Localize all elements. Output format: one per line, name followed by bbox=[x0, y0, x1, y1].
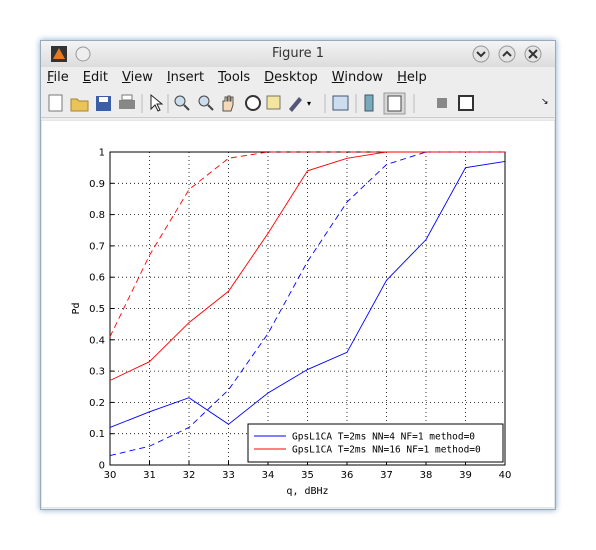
figure-window: Figure 1 File Edit View Insert Tools Desktop W… bbox=[40, 40, 556, 510]
y-tick-label: 0.1 bbox=[89, 429, 105, 440]
x-tick-label: 35 bbox=[301, 470, 314, 481]
data-line bbox=[109, 151, 505, 457]
menu-item[interactable]: Insert bbox=[166, 70, 205, 85]
menu-item[interactable]: File bbox=[47, 70, 69, 85]
y-tick-label: 0.6 bbox=[89, 273, 105, 284]
menu-item[interactable]: Edit bbox=[82, 70, 108, 85]
menu-bar: File Edit View Insert Tools Desktop Window Help bbox=[41, 67, 555, 89]
menu-item[interactable]: View bbox=[121, 70, 153, 85]
x-tick-label: 34 bbox=[262, 470, 275, 481]
y-tick-label: 0 bbox=[99, 461, 105, 472]
x-tick-label: 33 bbox=[222, 470, 235, 481]
app-icon bbox=[51, 46, 67, 62]
x-tick-label: 37 bbox=[380, 470, 393, 481]
data-line bbox=[109, 151, 505, 337]
x-tick-label: 31 bbox=[143, 470, 156, 481]
window-title: Figure 1 bbox=[271, 46, 325, 61]
x-tick-label: 39 bbox=[459, 470, 472, 481]
legend-box bbox=[247, 423, 504, 463]
y-tick-label: 0.9 bbox=[89, 179, 105, 190]
figure: 30 31 32 33 34 35 36 37 38 39 40 0 0.1 0.2 0.3 0.4 0.5 0.… bbox=[41, 120, 555, 508]
toolbar: ▾ ↘ bbox=[41, 89, 555, 118]
axes-box bbox=[109, 151, 506, 466]
toolbar-icons[interactable]: ▾ ↘ bbox=[41, 89, 555, 117]
y-tick-label: 1 bbox=[99, 148, 105, 159]
y-tick-label: 0.7 bbox=[89, 241, 105, 252]
svg-text:▾: ▾ bbox=[307, 99, 311, 108]
y-axis-label: Pd bbox=[71, 302, 82, 314]
y-tick-label: 0.3 bbox=[89, 367, 105, 378]
svg-text:↘: ↘ bbox=[541, 97, 549, 107]
legend-label: GpsL1CA T=2ms NN=4 NF=1 method=0 bbox=[292, 432, 475, 443]
y-tick-label: 0.2 bbox=[89, 398, 105, 409]
minimize-dot[interactable] bbox=[73, 44, 93, 64]
title-bar: Figure 1 bbox=[41, 41, 555, 67]
menu-item[interactable]: Help bbox=[397, 70, 427, 85]
legend-label: GpsL1CA T=2ms NN=16 NF=1 method=0 bbox=[292, 445, 481, 456]
x-tick-label: 32 bbox=[183, 470, 196, 481]
menu-item[interactable]: Window bbox=[331, 70, 384, 85]
y-tick-label: 0.5 bbox=[89, 304, 105, 315]
x-tick-label: 30 bbox=[104, 470, 117, 481]
menu-item[interactable]: Tools bbox=[218, 70, 251, 85]
x-tick-label: 38 bbox=[420, 470, 433, 481]
menu-item[interactable]: Desktop bbox=[264, 70, 318, 85]
window-buttons[interactable] bbox=[469, 43, 549, 65]
x-tick-label: 40 bbox=[499, 470, 512, 481]
y-tick-label: 0.8 bbox=[89, 210, 105, 221]
x-tick-label: 36 bbox=[341, 470, 354, 481]
data-line bbox=[109, 160, 506, 428]
y-tick-label: 0.4 bbox=[89, 335, 105, 346]
x-axis-label: q, dBHz bbox=[286, 486, 328, 497]
